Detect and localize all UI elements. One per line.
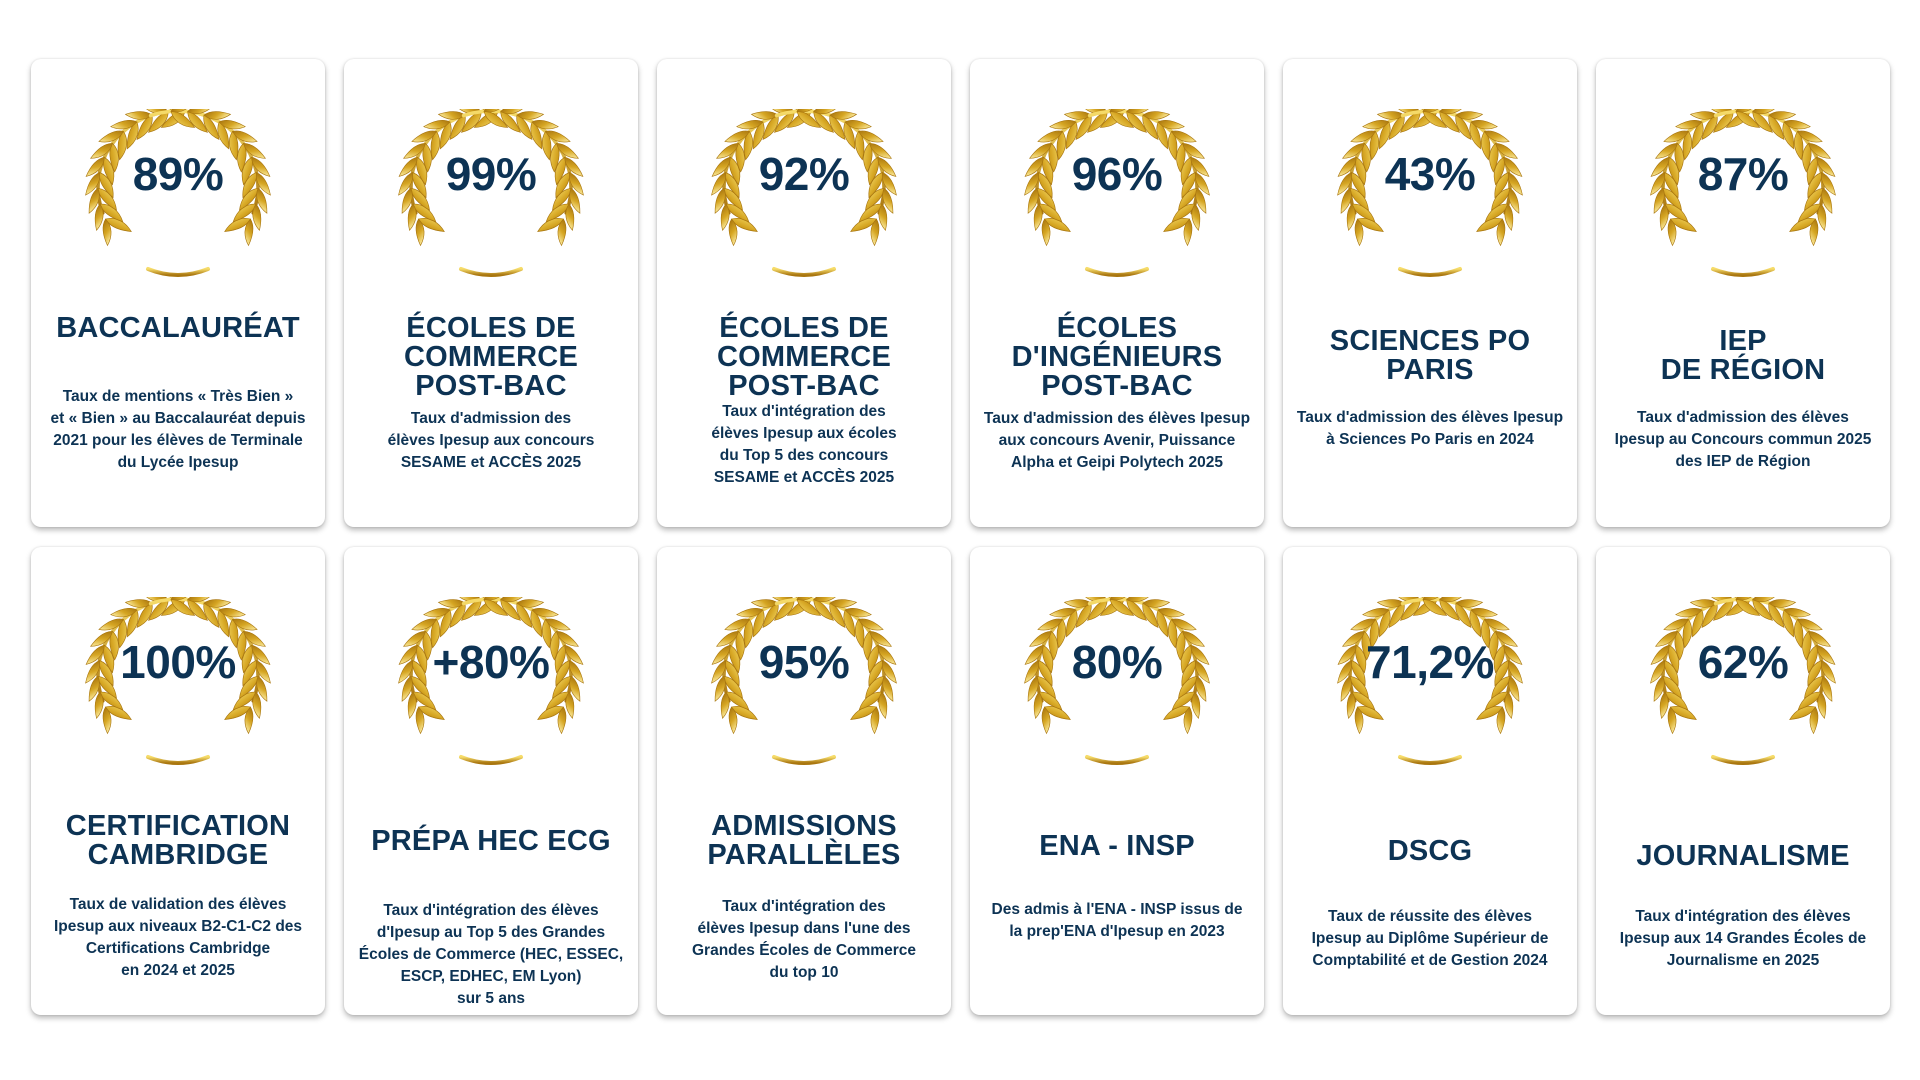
stat-description: Taux de mentions « Très Bien » et « Bien… [50,388,306,471]
laurel-wreath-icon [366,597,616,777]
stat-title: CERTIFICATION CAMBRIDGE [65,810,291,871]
stat-description: Taux d'intégration des élèves d'Ipesup a… [358,902,624,1007]
laurel-wreath-icon [366,109,616,289]
stat-title: ENA - INSP [1039,830,1195,862]
stat-title: BACCALAURÉAT [56,312,300,344]
laurel-wreath-icon [679,109,929,289]
stat-description: Taux de réussite des élèves Ipesup au Di… [1311,908,1549,969]
stat-percentage: 87% [1697,148,1789,200]
laurel-wreath-icon [53,597,303,777]
laurel-wreath-icon [53,109,303,289]
laurel-wreath-icon [1305,597,1555,777]
stat-card-journalisme: 62% JOURNALISME Taux d'intégration des él… [1596,547,1890,1015]
stat-title: ÉCOLES DE COMMERCE POST-BAC [404,312,578,402]
stat-percentage: 99% [445,148,537,200]
stat-card-ecoles-ingenieurs: 96% ÉCOLES D'INGÉNIEURS POST-BAC Taux d'a… [970,59,1264,527]
stat-description: Taux d'intégration des élèves Ipesup aux… [1619,908,1867,969]
stat-percentage: 43% [1384,148,1476,200]
stat-description: Taux d'admission des élèves Ipesup aux c… [983,410,1251,471]
stat-title: ADMISSIONS PARALLÈLES [707,810,901,871]
stat-percentage: 71,2% [1366,636,1494,688]
stat-percentage: 92% [758,148,850,200]
stat-description: Des admis à l'ENA - INSP issus de la pre… [991,901,1243,940]
stat-card-sciences-po: 43% SCIENCES PO PARIS Taux d'admission de… [1283,59,1577,527]
stat-title: IEP DE RÉGION [1660,325,1826,386]
stat-percentage: +80% [432,636,550,688]
stat-title: ÉCOLES D'INGÉNIEURS POST-BAC [1011,312,1223,402]
stat-card-cambridge: 100% CERTIFICATION CAMBRIDGE Taux de vali… [31,547,325,1015]
stat-description: Taux d'admission des élèves Ipesup aux c… [387,410,595,471]
stat-title: DSCG [1387,835,1473,867]
stat-title: PRÉPA HEC ECG [371,825,611,857]
stat-description: Taux d'admission des élèves Ipesup à Sci… [1296,409,1564,448]
stat-title: JOURNALISME [1636,840,1850,872]
stat-card-ena-insp: 80% ENA - INSP Des admis à l'ENA - INSP i… [970,547,1264,1015]
stat-percentage: 62% [1697,636,1789,688]
laurel-wreath-icon [992,597,1242,777]
stat-percentage: 95% [758,636,850,688]
stat-card-ecoles-commerce-admission: 99% ÉCOLES DE COMMERCE POST-BAC Taux d'ad… [344,59,638,527]
stat-description: Taux d'intégration des élèves Ipesup dan… [692,898,916,981]
laurel-wreath-icon [1618,109,1868,289]
laurel-wreath-icon [679,597,929,777]
stat-description: Taux d'intégration des élèves Ipesup aux… [711,403,897,486]
stat-card-baccalaureat: 89% BACCALAURÉAT Taux de mentions « Très … [31,59,325,527]
stat-card-ecoles-commerce-integration: 92% ÉCOLES DE COMMERCE POST-BAC Taux d'in… [657,59,951,527]
stat-card-admissions-paralleles: 95% ADMISSIONS PARALLÈLES Taux d'intégrat… [657,547,951,1015]
laurel-wreath-icon [992,109,1242,289]
stat-percentage: 100% [120,636,236,688]
stat-percentage: 89% [132,148,224,200]
stat-description: Taux de validation des élèves Ipesup aux… [53,896,303,979]
stat-card-prepa-hec: +80% PRÉPA HEC ECG Taux d'intégration des… [344,547,638,1015]
laurel-wreath-icon [1305,109,1555,289]
stat-title: ÉCOLES DE COMMERCE POST-BAC [717,312,891,402]
stat-percentage: 96% [1071,148,1163,200]
stat-percentage: 80% [1071,636,1163,688]
stat-card-dscg: 71,2% DSCG Taux de réussite des élèves Ip… [1283,547,1577,1015]
stat-title: SCIENCES PO PARIS [1329,325,1531,386]
stat-card-iep-region: 87% IEP DE RÉGION Taux d'admission des él… [1596,59,1890,527]
stats-grid: 89% BACCALAURÉAT Taux de mentions « Très … [31,59,1890,1015]
laurel-wreath-icon [1618,597,1868,777]
stat-description: Taux d'admission des élèves Ipesup au Co… [1614,409,1872,470]
